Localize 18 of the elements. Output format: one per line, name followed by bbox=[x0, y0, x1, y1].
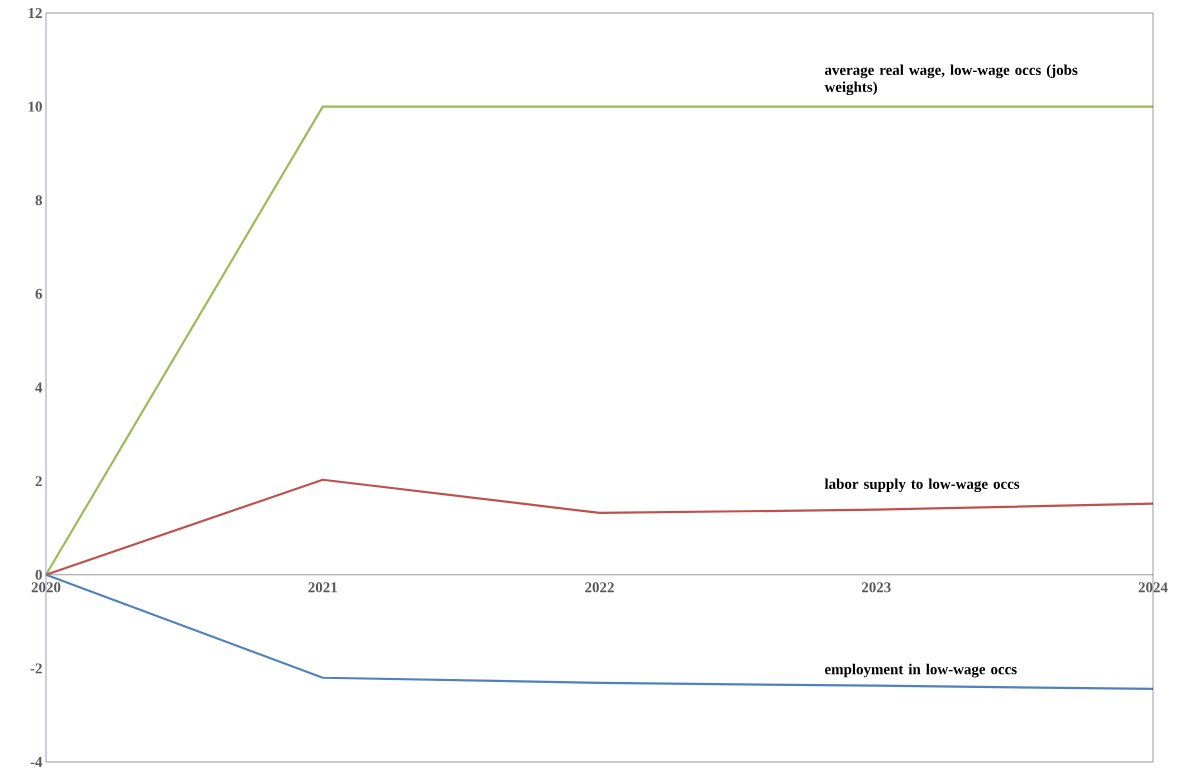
series-label: average real wage, low-wage occs (jobs weights) bbox=[824, 64, 1078, 96]
x-tick-label: 2024 bbox=[1138, 582, 1168, 593]
series-label: employment in low-wage occs bbox=[825, 663, 1017, 678]
y-tick-label: 10 bbox=[28, 101, 42, 112]
y-tick-label: 0 bbox=[35, 569, 42, 580]
y-tick-label: -4 bbox=[30, 757, 43, 767]
y-tick-label: 2 bbox=[35, 476, 42, 487]
line-series bbox=[44, 478, 1155, 576]
x-tick-label: 2022 bbox=[585, 582, 614, 593]
y-tick-label: -2 bbox=[30, 663, 42, 674]
y-tick-label: 8 bbox=[35, 195, 42, 206]
y-tick-label: 6 bbox=[35, 288, 43, 299]
y-tick-label: 12 bbox=[28, 8, 42, 18]
series-label: labor supply to low-wage occs bbox=[824, 478, 1020, 493]
x-tick-label: 2020 bbox=[31, 582, 61, 593]
x-tick-label: 2021 bbox=[308, 582, 337, 593]
y-tick-label: 4 bbox=[35, 382, 43, 393]
x-tick-label: 2023 bbox=[861, 582, 891, 593]
